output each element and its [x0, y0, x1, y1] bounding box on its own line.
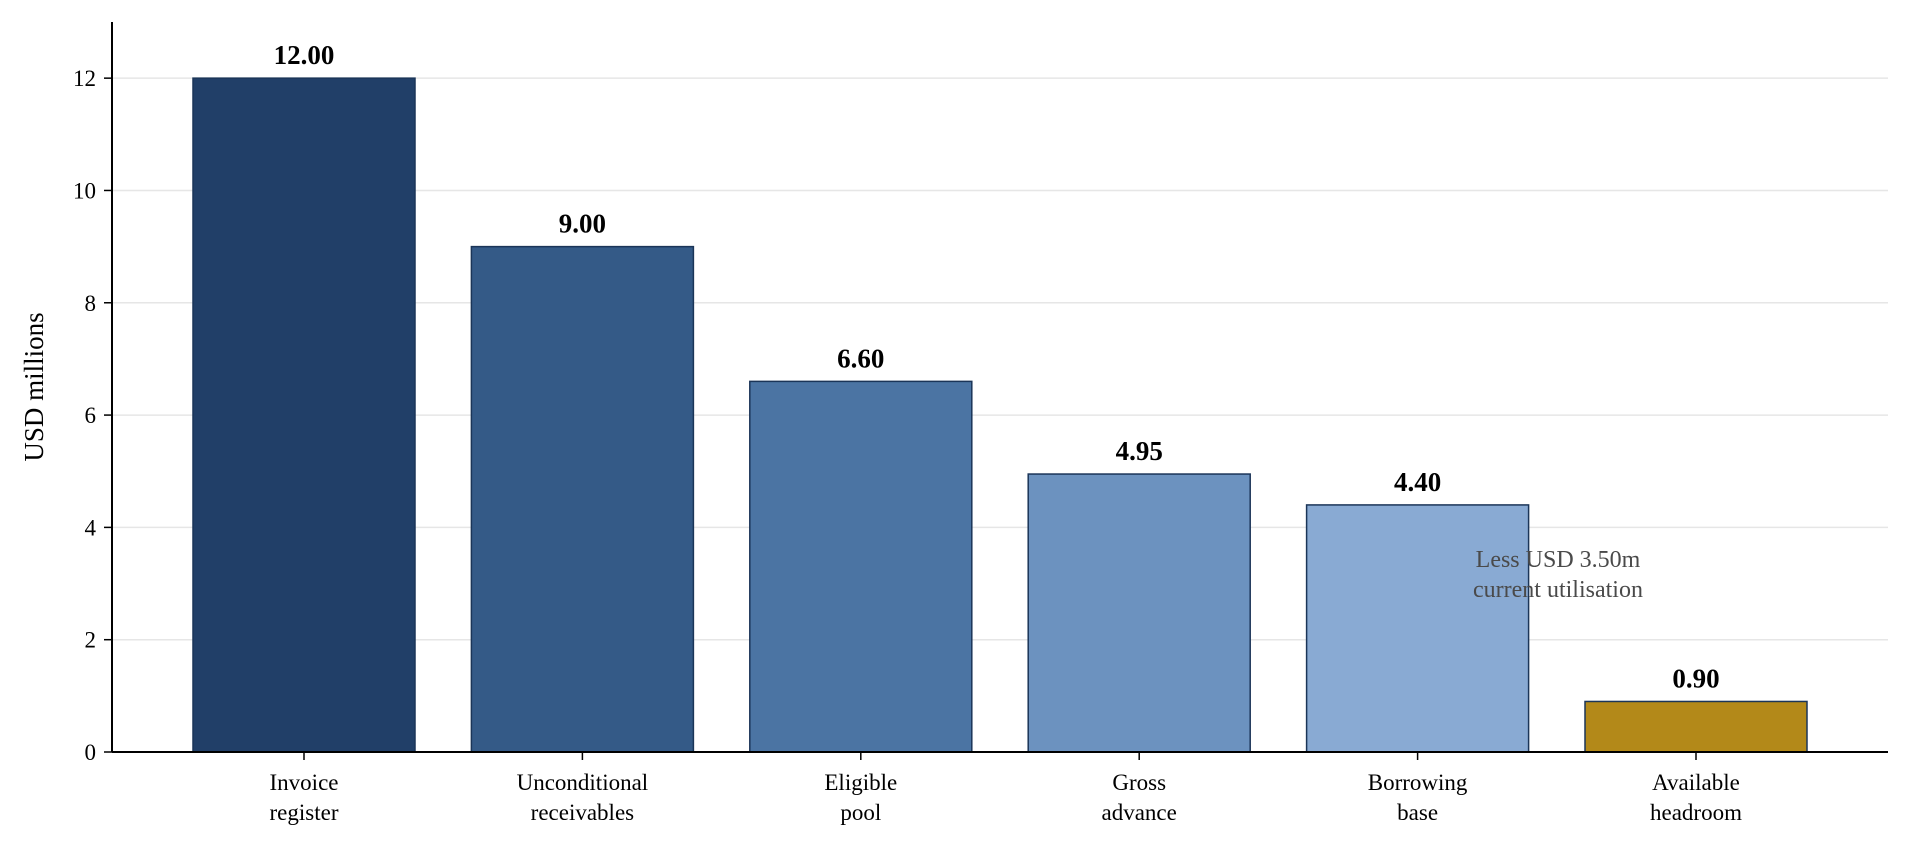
- y-tick-label: 2: [85, 628, 97, 653]
- bar-value-label: 6.60: [837, 343, 884, 373]
- bar-value-label: 4.40: [1394, 467, 1441, 497]
- y-tick-label: 8: [85, 291, 97, 316]
- bar-value-label: 0.90: [1672, 663, 1719, 693]
- bar: [1584, 700, 1808, 753]
- bar: [1027, 473, 1251, 753]
- x-tick-label: Invoice register: [270, 770, 339, 825]
- bar: [1305, 504, 1530, 753]
- x-tick-label: Borrowing base: [1368, 770, 1468, 825]
- axes: 0 2 4 6 8 10 12 Invoice register Unconditional rec…: [73, 22, 1888, 825]
- bar-value-label: 12.00: [274, 40, 335, 70]
- data-labels: 12.00 9.00 6.60 4.95 4.40 0.90: [274, 40, 1720, 693]
- y-axis-title: USD millions: [19, 312, 49, 461]
- bar: [192, 77, 416, 753]
- bars: [192, 77, 1808, 753]
- y-tick-label: 12: [73, 66, 96, 91]
- x-tick-label: Gross advance: [1102, 770, 1177, 825]
- x-tick-label: Available headroom: [1650, 770, 1742, 825]
- y-tick-label: 4: [85, 515, 97, 540]
- x-tick-label: Unconditional receivables: [517, 770, 649, 825]
- bar: [749, 380, 973, 753]
- x-tick-label: Eligible pool: [824, 770, 897, 825]
- utilisation-annotation: Less USD 3.50m current utilisation: [1473, 547, 1643, 603]
- y-tick-label: 6: [85, 403, 97, 428]
- bar-value-label: 4.95: [1116, 436, 1163, 466]
- y-tick-label: 10: [73, 178, 96, 203]
- bar: [470, 245, 695, 753]
- y-tick-label: 0: [85, 740, 97, 765]
- bar-value-label: 9.00: [559, 209, 606, 239]
